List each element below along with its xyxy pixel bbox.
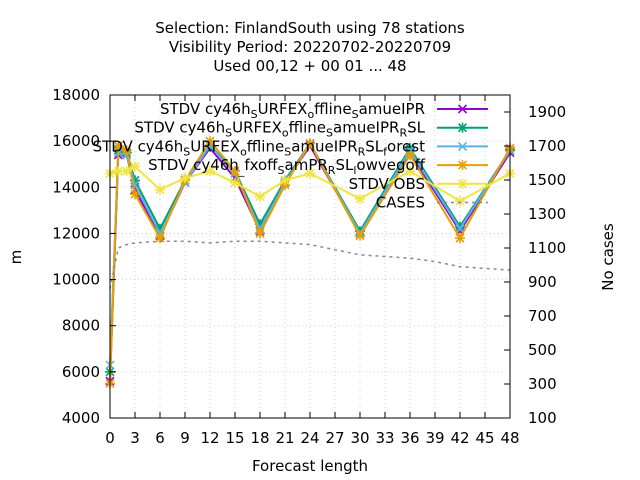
- data-point: [305, 168, 315, 179]
- x-tick-label: 30: [350, 429, 369, 447]
- data-point: [121, 166, 132, 177]
- data-point: [230, 166, 240, 177]
- legend-marker: [457, 104, 468, 114]
- y-tick-label: 8000: [62, 317, 100, 335]
- legend-entry-5: STDV OBS: [349, 175, 488, 193]
- legend-marker: [457, 178, 468, 189]
- x-tick-label: 39: [425, 429, 444, 447]
- y2-tick-label: 500: [528, 341, 557, 359]
- legend-label: STDV OBS: [349, 175, 425, 193]
- y-tick-label: 16000: [52, 132, 100, 150]
- data-point: [455, 233, 465, 244]
- y-tick-label: 18000: [52, 86, 100, 104]
- legend-label: STDV cy46hSURFEXofflineSamueIPRRSL: [134, 119, 425, 140]
- chart-title: Selection: FinlandSouth using 78 station…: [155, 19, 465, 75]
- legend-marker: [457, 122, 468, 133]
- legend-label: CASES: [376, 194, 425, 212]
- y2-tick-label: 1700: [528, 137, 566, 155]
- x-tick-label: 21: [275, 429, 294, 447]
- x-tick-label: 42: [450, 429, 469, 447]
- data-point: [130, 189, 140, 200]
- chart-title-line-3: Used 00,12 + 00 01 ... 48: [213, 57, 406, 75]
- y2-tick-label: 1300: [528, 205, 566, 223]
- data-point: [355, 193, 365, 204]
- y-tick-label: 14000: [52, 178, 100, 196]
- data-point: [113, 140, 124, 151]
- legend-entry-2: STDV cy46hSURFEXofflineSamueIPRRSL: [134, 119, 488, 140]
- legend-entry-1: STDV cy46hSURFEXofflineSamueIPR: [160, 100, 488, 121]
- x-tick-label: 3: [130, 429, 140, 447]
- legend-entry-3: STDV cy46hSURFEXofflineSamueIPRRSLforest: [93, 137, 488, 158]
- data-point: [230, 177, 240, 188]
- y-axis-label: m: [7, 250, 25, 265]
- x-tick-label: 27: [325, 429, 344, 447]
- y2-tick-label: 1900: [528, 103, 566, 121]
- y2-tick-label: 900: [528, 273, 557, 291]
- data-point: [130, 161, 140, 172]
- data-point: [455, 196, 465, 207]
- y2-tick-label: 700: [528, 307, 557, 325]
- chart-title-line-1: Selection: FinlandSouth using 78 station…: [155, 19, 465, 37]
- y-tick-label: 10000: [52, 271, 100, 289]
- x-tick-label: 6: [155, 429, 165, 447]
- legend-label: STDV cy46hSURFEXofflineSamueIPRRSLforest: [93, 137, 426, 158]
- data-point: [255, 228, 265, 239]
- y2-tick-label: 300: [528, 375, 557, 393]
- data-point: [180, 173, 190, 184]
- data-point: [205, 166, 215, 177]
- y-tick-label: 6000: [62, 363, 100, 381]
- legend-label: STDV cy46h_fxoffSamPRRSLlowvegoff: [148, 156, 426, 177]
- y2-tick-label: 1500: [528, 171, 566, 189]
- x-tick-label: 48: [500, 429, 519, 447]
- data-point: [280, 175, 290, 186]
- y2-tick-label: 1100: [528, 239, 566, 257]
- x-axis-label: Forecast length: [252, 457, 368, 475]
- data-point: [205, 136, 215, 147]
- legend-marker: [457, 141, 468, 151]
- chart-title-line-2: Visibility Period: 20220702-20220709: [169, 38, 451, 56]
- y-tick-label: 4000: [62, 409, 100, 427]
- data-point: [405, 166, 415, 177]
- data-point: [255, 191, 265, 202]
- x-tick-label: 24: [300, 429, 319, 447]
- data-point: [121, 145, 132, 156]
- legend-entry-4: STDV cy46h_fxoffSamPRRSLlowvegoff: [148, 156, 488, 177]
- y-tick-label: 12000: [52, 224, 100, 242]
- y2-tick-label: 100: [528, 409, 557, 427]
- x-tick-label: 45: [475, 429, 494, 447]
- data-point: [355, 230, 365, 241]
- data-point: [405, 149, 415, 160]
- axes: 0 3 6 9 12 15 18 21 24 27 30 33 36 39 42 45 484000600080…: [52, 86, 566, 447]
- x-tick-label: 0: [105, 429, 115, 447]
- x-tick-label: 12: [200, 429, 219, 447]
- data-point: [305, 138, 315, 149]
- x-tick-label: 36: [400, 429, 419, 447]
- legend-marker: [457, 160, 468, 171]
- x-tick-label: 18: [250, 429, 269, 447]
- x-tick-label: 9: [180, 429, 190, 447]
- series-line: [109, 240, 511, 289]
- legend-label: STDV cy46hSURFEXofflineSamueIPR: [160, 100, 425, 121]
- series-6: [109, 240, 511, 289]
- y2-axis-label: No cases: [599, 223, 617, 291]
- x-tick-label: 15: [225, 429, 244, 447]
- data-point: [155, 184, 165, 195]
- data-point: [113, 166, 124, 177]
- series-layer: [105, 136, 515, 389]
- series-5: [105, 161, 515, 207]
- x-tick-label: 33: [375, 429, 394, 447]
- legend-entry-6: CASES: [376, 194, 488, 212]
